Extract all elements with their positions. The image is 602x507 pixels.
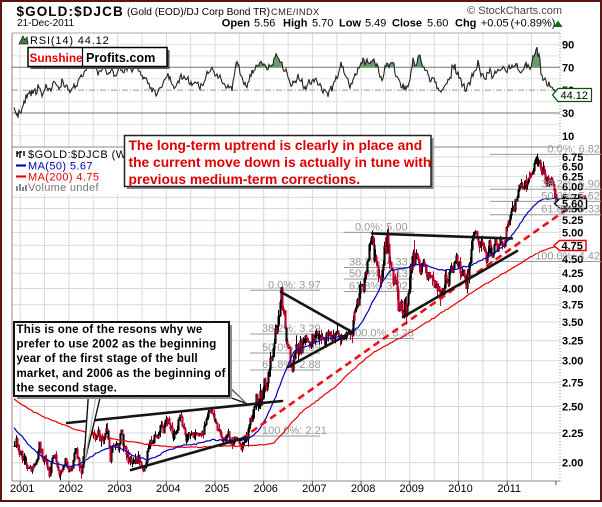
svg-text:100.0%: 3.25: 100.0%: 3.25 [349, 328, 414, 340]
svg-text:CME/INDX: CME/INDX [271, 7, 320, 17]
svg-text:0.0%: 6.82: 0.0%: 6.82 [547, 143, 600, 155]
svg-text:2.50: 2.50 [562, 402, 583, 414]
svg-text:90: 90 [562, 40, 574, 52]
svg-text:2008: 2008 [351, 483, 375, 495]
svg-text:+0.05: +0.05 [481, 18, 509, 30]
svg-text:0.0%: 5.00: 0.0%: 5.00 [355, 221, 408, 233]
svg-text:6.75: 6.75 [562, 152, 583, 164]
svg-text:2010: 2010 [448, 483, 472, 495]
svg-text:5.49: 5.49 [365, 18, 386, 30]
svg-text:2.75: 2.75 [562, 378, 583, 390]
svg-text:2003: 2003 [107, 483, 131, 495]
svg-text:38.2%: 3.29: 38.2%: 3.29 [262, 323, 321, 335]
svg-text:(Gold (EOD)/DJ Corp Bond TR): (Gold (EOD)/DJ Corp Bond TR) [127, 7, 270, 18]
svg-text:© StockCharts.com: © StockCharts.com [467, 5, 562, 17]
svg-text:prefer to use 2002 as the begi: prefer to use 2002 as the beginning [17, 339, 217, 351]
svg-text:70: 70 [562, 62, 574, 74]
svg-text:year of the first stage of the: year of the first stage of the bull [17, 353, 198, 365]
svg-text:$GOLD:$DJCB (W: $GOLD:$DJCB (W [28, 149, 127, 161]
svg-text:Low: Low [339, 18, 361, 30]
svg-text:Close: Close [392, 18, 422, 30]
svg-text:38.2%: 5.90: 38.2%: 5.90 [541, 178, 600, 190]
svg-text:2004: 2004 [156, 483, 180, 495]
svg-text:61.8%: 5.33: 61.8%: 5.33 [541, 204, 600, 216]
svg-text:6.00: 6.00 [562, 182, 583, 194]
svg-text:5.70: 5.70 [312, 18, 333, 30]
svg-text:2011: 2011 [497, 483, 521, 495]
svg-text:5.60: 5.60 [427, 18, 448, 30]
svg-text:3.25: 3.25 [562, 336, 583, 348]
svg-text:$GOLD:$DJCB: $GOLD:$DJCB [17, 4, 124, 19]
svg-text:100.0%: 2.21: 100.0%: 2.21 [262, 425, 327, 437]
svg-text:Profits.com: Profits.com [86, 51, 155, 65]
svg-text:2001: 2001 [10, 483, 34, 495]
svg-text:2006: 2006 [253, 483, 277, 495]
svg-text:6.50: 6.50 [562, 162, 583, 174]
svg-text:This is one of the resons why: This is one of the resons why we [17, 324, 203, 336]
svg-text:The long-term uptrend is clear: The long-term uptrend is clearly in plac… [129, 138, 423, 153]
svg-text:5.56: 5.56 [254, 18, 275, 30]
svg-text:3.75: 3.75 [562, 300, 583, 312]
svg-text:100.0%: 4.42: 100.0%: 4.42 [535, 251, 600, 263]
svg-text:MA(50) 5.67: MA(50) 5.67 [28, 161, 93, 173]
svg-text:50.0%: 5.62: 50.0%: 5.62 [541, 190, 600, 202]
svg-text:2002: 2002 [59, 483, 83, 495]
svg-text:3.00: 3.00 [562, 356, 583, 368]
svg-text:4.25: 4.25 [562, 268, 583, 280]
svg-text:the current move down is actua: the current move down is actually in tun… [129, 155, 432, 170]
svg-text:0.0%: 3.97: 0.0%: 3.97 [268, 279, 321, 291]
svg-text:44.12: 44.12 [561, 90, 589, 102]
svg-text:4.50: 4.50 [562, 254, 583, 266]
svg-text:Open: Open [222, 18, 250, 30]
svg-text:5.25: 5.25 [562, 215, 583, 227]
svg-text:5.60: 5.60 [562, 199, 583, 211]
svg-text:Volume undef: Volume undef [28, 182, 100, 194]
svg-text:High: High [283, 18, 308, 30]
svg-text:3.50: 3.50 [562, 317, 583, 329]
svg-text:5.00: 5.00 [562, 227, 583, 239]
svg-text:Sunshine: Sunshine [30, 51, 84, 65]
svg-text:MA(200) 4.75: MA(200) 4.75 [28, 172, 99, 184]
svg-text:2007: 2007 [302, 483, 326, 495]
svg-text:(+0.89%): (+0.89%) [511, 18, 556, 30]
svg-text:4.00: 4.00 [562, 284, 583, 296]
svg-text:2.00: 2.00 [562, 458, 583, 470]
svg-text:2005: 2005 [205, 483, 229, 495]
svg-text:10: 10 [562, 131, 574, 143]
svg-text:6.25: 6.25 [562, 171, 583, 183]
svg-text:RSI(14) 44.12: RSI(14) 44.12 [30, 35, 110, 47]
svg-text:Chg: Chg [455, 18, 476, 30]
svg-text:previous medium-term correctio: previous medium-term corrections. [129, 172, 361, 187]
svg-text:30: 30 [562, 108, 574, 120]
svg-text:2.25: 2.25 [562, 428, 583, 440]
svg-text:2009: 2009 [400, 483, 424, 495]
svg-text:4.75: 4.75 [562, 241, 583, 253]
svg-text:the second stage.: the second stage. [17, 382, 118, 394]
svg-text:market, and 2006 as the beginn: market, and 2006 as the beginning of [17, 368, 226, 380]
svg-text:21-Dec-2011: 21-Dec-2011 [17, 18, 75, 29]
